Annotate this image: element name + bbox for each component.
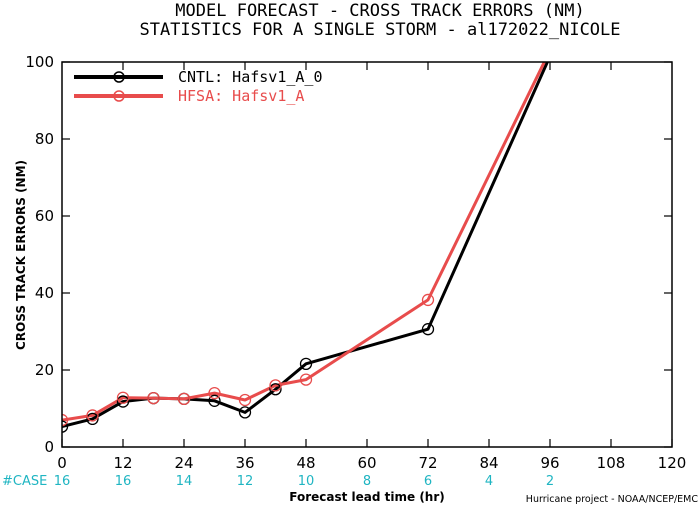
point-hfsa-72 [421,293,435,307]
case-count-84: 4 [485,474,493,489]
point-hfsa-12 [116,391,130,404]
point-hfsa-48 [299,373,313,386]
legend-label-hfsa: HFSA: Hafsv1_A [178,87,304,105]
x-tick-label-12: 12 [113,454,132,472]
x-tick-label-108: 108 [597,454,626,472]
y-axis-label: CROSS TRACK ERRORS (NM) [14,160,28,350]
case-count-60: 8 [363,474,371,489]
point-cntl-6 [86,412,99,426]
point-cntl-96 [547,62,553,63]
point-cntl-36 [238,406,252,419]
tick-layer: 0 12 24 36 48 60 72 84 96 108 120 0 20 40 60 80 100 [25,53,686,472]
point-hfsa-36 [238,393,252,407]
y-tick-label-60: 60 [35,207,54,225]
case-count-36: 12 [237,474,254,489]
y-tick-label-20: 20 [35,361,54,379]
legend: CNTL: Hafsv1_A_0 HFSA: Hafsv1_A [74,68,323,105]
x-tick-label-120: 120 [658,454,687,472]
point-hfsa-30 [208,386,221,400]
y-tick-label-100: 100 [25,53,54,71]
case-count-24: 14 [176,474,193,489]
point-hfsa-0 [62,413,69,427]
chart-subtitle: STATISTICS FOR A SINGLE STORM - al172022… [139,20,620,40]
case-count-96: 2 [546,474,554,489]
legend-marker-cntl [113,71,125,83]
point-hfsa-96 [545,45,556,56]
point-cntl-30 [208,394,221,407]
y-tick-label-80: 80 [35,130,54,148]
plot-frame [61,61,673,448]
x-tick-label-0: 0 [57,454,67,472]
x-tick-label-36: 36 [235,454,254,472]
case-counts: 16 16 14 12 10 8 6 4 2 [54,474,554,489]
series-line-cntl [62,62,550,429]
x-tick-label-60: 60 [357,454,376,472]
x-tick-label-48: 48 [296,454,315,472]
point-hfsa-42 [269,379,282,392]
x-axis-label: Forecast lead time (hr) [289,490,445,504]
x-tick-label-96: 96 [540,454,559,472]
series-layer [62,45,556,433]
point-hfsa-6 [86,409,99,422]
x-tick-label-24: 24 [174,454,193,472]
x-tick-label-72: 72 [418,454,437,472]
case-count-72: 6 [424,474,432,489]
credit-text: Hurricane project - NOAA/NCEP/EMC [526,494,699,505]
point-hfsa-24 [177,392,191,406]
y-tick-label-0: 0 [44,438,54,456]
point-cntl-0 [62,420,69,433]
case-count-48: 10 [298,474,315,489]
point-cntl-42 [269,383,282,396]
x-tick-label-84: 84 [479,454,498,472]
y-tick-label-40: 40 [35,284,54,302]
point-cntl-12 [116,395,130,408]
chart-title: MODEL FORECAST - CROSS TRACK ERRORS (NM) [175,1,584,21]
case-count-0: 16 [54,474,71,489]
legend-label-cntl: CNTL: Hafsv1_A_0 [178,68,323,86]
point-cntl-72 [421,323,435,336]
case-count-12: 16 [115,474,132,489]
point-cntl-48 [299,357,313,370]
point-hfsa-18 [147,391,160,405]
case-label: #CASE [2,474,47,489]
series-line-hfsa [62,62,546,422]
legend-marker-hfsa [113,90,125,102]
